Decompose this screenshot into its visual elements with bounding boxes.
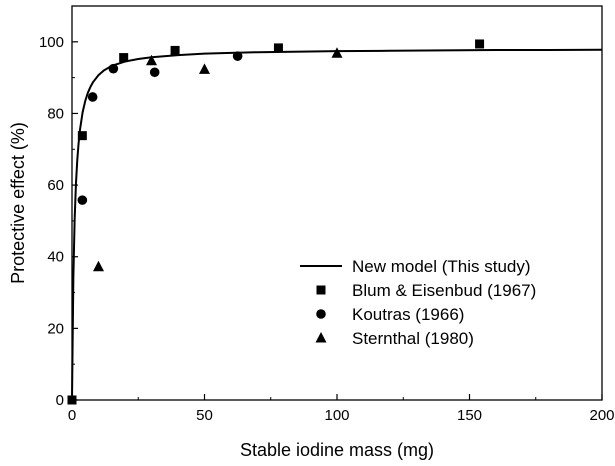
data-point-square: [170, 45, 180, 55]
data-point-circle: [232, 51, 243, 61]
data-point-triangle: [93, 260, 104, 272]
data-point-square: [273, 43, 283, 53]
data-point-circle: [108, 63, 119, 74]
x-tick-label: 100: [324, 407, 349, 424]
x-axis-label: Stable iodine mass (mg): [240, 440, 434, 460]
legend-marker-square: [316, 285, 326, 295]
y-tick-label: 100: [39, 34, 64, 51]
legend: New model (This study) Blum & Eisenbud (1…: [300, 257, 536, 348]
x-tick-label: 150: [457, 407, 482, 424]
legend-label: Sternthal (1980): [352, 329, 474, 348]
y-axis-label: Protective effect (%): [8, 122, 28, 284]
series-sternthal-1980: [93, 47, 343, 272]
data-point-circle: [77, 195, 88, 205]
data-point-triangle: [331, 47, 343, 58]
legend-item: Koutras (1966): [316, 305, 464, 324]
legend-label: Blum & Eisenbud (1967): [352, 281, 536, 300]
data-point-square: [475, 39, 485, 49]
data-point-square: [77, 131, 87, 141]
legend-item: New model (This study): [300, 257, 531, 276]
x-tick-label: 50: [196, 407, 213, 424]
y-tick-label: 20: [47, 320, 64, 337]
y-axis-ticks: 0 20 40 60 80 100: [39, 34, 78, 409]
series-blum-eisenbud-1967: [67, 39, 485, 405]
y-tick-label: 80: [47, 105, 64, 122]
data-point-circle: [87, 92, 98, 102]
data-point-square: [119, 53, 129, 63]
x-axis-ticks: 0 50 100 150 200: [68, 394, 615, 424]
legend-label: Koutras (1966): [352, 305, 464, 324]
series-koutras-1966: [77, 51, 243, 205]
series-new-model-this-study: [71, 48, 603, 401]
model-curve: [71, 48, 603, 401]
y-tick-label: 0: [56, 392, 64, 409]
x-tick-label: 200: [589, 407, 614, 424]
plot-content: [67, 39, 603, 405]
legend-label: New model (This study): [352, 257, 531, 276]
x-tick-label: 0: [68, 407, 76, 424]
legend-item: Sternthal (1980): [315, 329, 474, 348]
legend-item: Blum & Eisenbud (1967): [316, 281, 536, 300]
data-point-triangle: [199, 63, 210, 74]
legend-marker-circle: [316, 309, 326, 319]
legend-marker-triangle: [315, 332, 327, 343]
y-tick-label: 40: [47, 249, 64, 266]
data-point-circle: [149, 67, 160, 78]
y-tick-label: 60: [47, 177, 64, 194]
data-point-triangle: [146, 54, 157, 66]
